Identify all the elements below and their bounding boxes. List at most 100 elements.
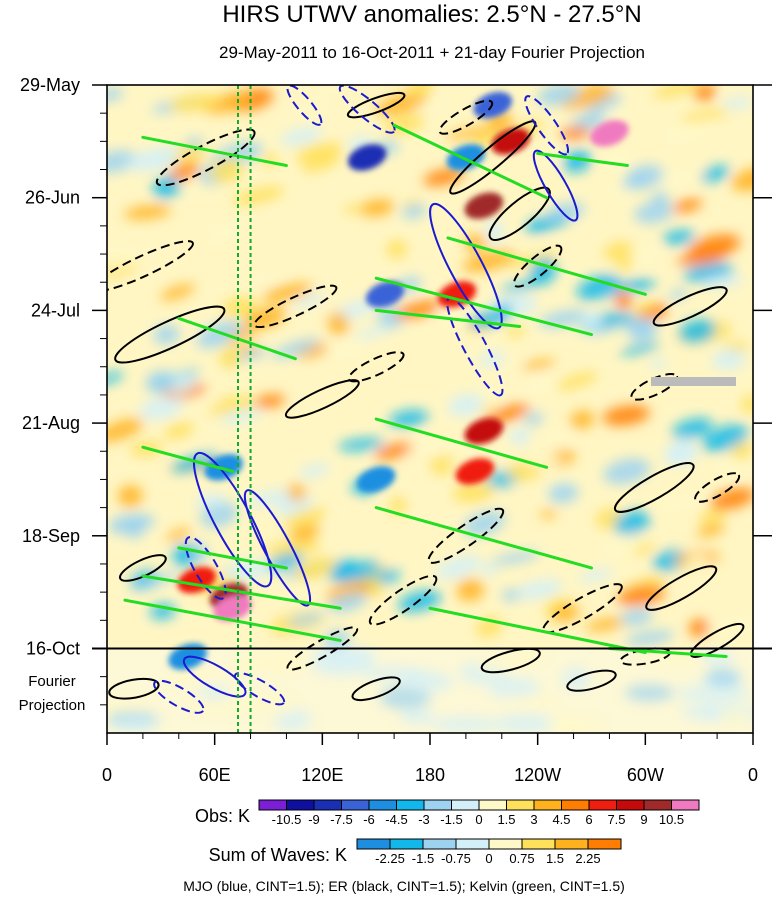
colorbar-swatch — [422, 838, 457, 850]
colorbar-swatch — [488, 838, 523, 850]
anomaly-texture — [331, 559, 360, 583]
colorbar-swatch — [258, 799, 287, 811]
anomaly-texture — [651, 191, 670, 208]
kelvin-contour — [536, 151, 629, 167]
colorbar-label: -6 — [363, 812, 375, 827]
anomaly-texture — [578, 569, 614, 582]
kelvin-contour — [141, 445, 235, 473]
anomaly-texture — [537, 85, 581, 106]
colorbar-swatch — [356, 838, 391, 850]
projection-texture — [546, 716, 607, 733]
anomaly-texture — [521, 359, 556, 370]
colorbar-label: 6 — [585, 812, 592, 827]
anomaly-texture — [145, 370, 175, 394]
anomaly-texture — [125, 520, 143, 539]
er-contour — [114, 305, 226, 364]
anomaly-texture — [253, 394, 286, 408]
er-contour — [694, 472, 741, 503]
kelvin-contour — [141, 135, 288, 167]
er-contour — [488, 186, 551, 241]
anomaly-texture — [559, 126, 591, 140]
colorbar-swatch — [478, 799, 507, 811]
anomaly-texture — [139, 396, 184, 420]
anomaly-texture — [684, 554, 710, 568]
anomaly-texture — [585, 617, 627, 632]
kelvin-contour — [177, 546, 288, 570]
colorbar-swatch — [616, 799, 645, 811]
colorbar-swatch — [451, 799, 480, 811]
projection-texture — [500, 695, 561, 709]
projection-texture — [430, 716, 504, 733]
anomaly-texture — [219, 409, 262, 423]
anomaly-texture — [633, 301, 657, 313]
anomaly-texture — [650, 358, 667, 369]
anomaly-texture — [222, 296, 258, 318]
projection-texture — [676, 685, 751, 702]
anomaly-texture — [712, 348, 746, 371]
anomaly-texture — [540, 509, 557, 519]
anomaly-texture — [117, 484, 143, 508]
anomaly-texture — [153, 324, 180, 345]
anomaly-texture — [293, 293, 325, 308]
anomaly-texture — [247, 272, 283, 286]
anomaly-texture — [481, 563, 498, 576]
anomaly-texture — [280, 127, 322, 146]
anomaly-texture — [650, 85, 704, 99]
anomaly-texture — [327, 312, 349, 336]
anomaly-texture — [478, 352, 505, 366]
kelvin-contour — [607, 646, 728, 659]
anomaly-texture — [107, 418, 144, 443]
projection-texture — [312, 645, 376, 666]
anomaly-texture — [168, 162, 200, 181]
colorbar-swatch — [588, 799, 617, 811]
anomaly-texture — [456, 578, 485, 602]
anomaly-texture — [506, 356, 524, 370]
colorbar-swatch — [396, 799, 425, 811]
colorbar-swatch — [671, 799, 700, 811]
anomaly-texture — [135, 146, 182, 160]
anomaly-texture — [528, 218, 549, 231]
mjo-contour — [338, 85, 396, 134]
er-contour — [480, 647, 541, 674]
colorbar-label: 0 — [485, 851, 492, 866]
anomaly-texture — [627, 318, 653, 342]
er-contour — [630, 373, 679, 401]
er-contour — [284, 379, 360, 419]
colorbar-label: -10.5 — [272, 812, 302, 827]
colorbar-swatch — [587, 838, 622, 850]
anomaly-texture — [697, 523, 725, 538]
anomaly-texture — [607, 187, 633, 200]
anomaly-texture — [389, 496, 407, 515]
anomaly-texture — [671, 198, 703, 213]
anomaly-texture — [408, 85, 434, 97]
anomaly-texture — [167, 373, 197, 395]
anomaly-texture — [556, 372, 598, 391]
anomaly-texture — [446, 127, 492, 140]
anomaly-texture — [338, 438, 385, 451]
anomaly-texture — [287, 483, 306, 502]
anomaly-texture — [262, 283, 313, 302]
x-tick-label: 180 — [415, 765, 445, 785]
chart-title: HIRS UTWV anomalies: 2.5°N - 27.5°N — [222, 1, 641, 28]
colorbar-label: -2.25 — [375, 851, 405, 866]
anomaly-texture — [620, 566, 640, 582]
legend-note: MJO (blue, CINT=1.5); ER (black, CINT=1.… — [183, 878, 625, 894]
anomaly-feature — [464, 417, 504, 445]
colorbar-label: -1.5 — [412, 851, 434, 866]
anomaly-texture — [300, 153, 340, 172]
anomaly-texture — [688, 618, 710, 637]
kelvin-contour — [428, 606, 647, 655]
anomaly-texture — [500, 277, 553, 293]
colorbar-label: 3 — [530, 812, 537, 827]
anomaly-texture — [576, 274, 621, 301]
colorbar-swatch — [506, 799, 535, 811]
x-tick-label: 120W — [514, 765, 561, 785]
x-tick-label: 120E — [301, 765, 343, 785]
colorbar-label: 1.5 — [497, 812, 515, 827]
er-contour — [155, 128, 256, 187]
anomaly-texture — [710, 487, 753, 511]
anomaly-texture — [617, 585, 666, 606]
anomaly-texture — [581, 310, 603, 333]
colorbar-swatch — [313, 799, 342, 811]
colorbar-swatch — [341, 799, 370, 811]
